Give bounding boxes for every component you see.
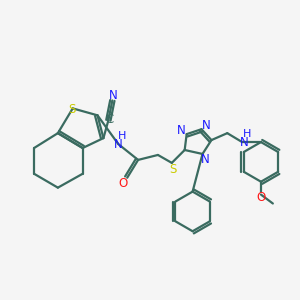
- Text: N: N: [201, 153, 210, 167]
- Text: S: S: [169, 163, 176, 176]
- Text: N: N: [109, 89, 118, 102]
- Text: C: C: [105, 113, 113, 126]
- Text: N: N: [240, 136, 248, 148]
- Text: O: O: [118, 177, 128, 190]
- Text: H: H: [243, 129, 251, 139]
- Text: O: O: [256, 191, 266, 204]
- Text: S: S: [68, 103, 75, 116]
- Text: ···: ···: [107, 105, 114, 111]
- Text: H: H: [118, 131, 126, 141]
- Text: N: N: [202, 119, 211, 132]
- Text: N: N: [114, 138, 123, 151]
- Text: N: N: [177, 124, 186, 137]
